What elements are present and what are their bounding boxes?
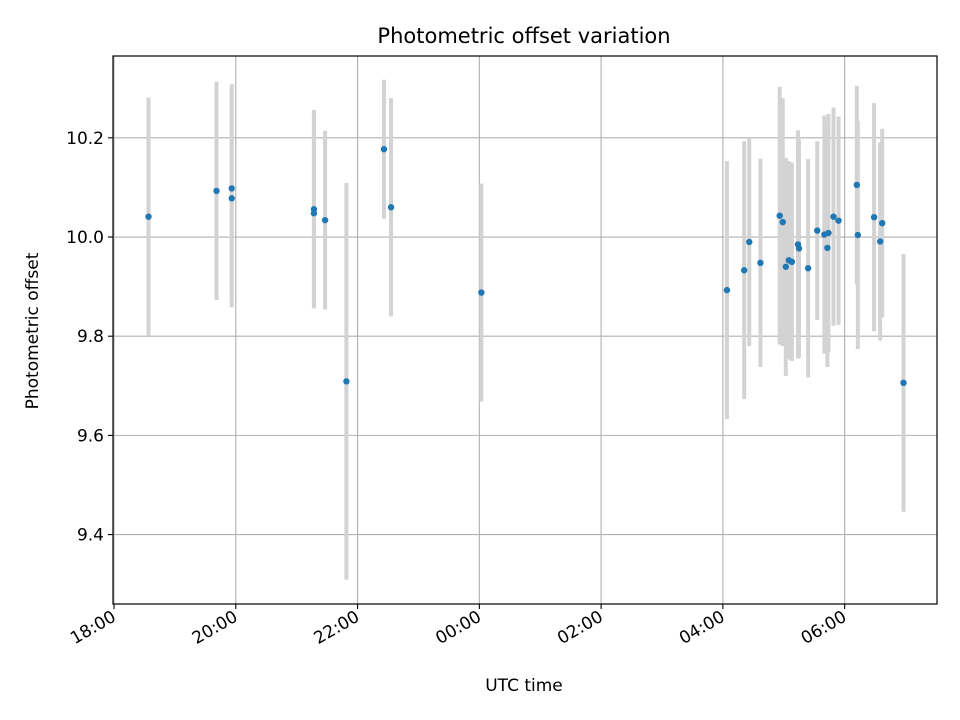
data-point — [776, 212, 783, 219]
y-ticks: 9.4 9.6 9.8 10.0 10.2 — [66, 129, 113, 546]
data-point — [145, 213, 152, 220]
data-point — [757, 259, 764, 267]
x-tick-label: 06:00 — [798, 607, 850, 649]
data-point — [870, 213, 878, 221]
data-point — [310, 210, 318, 217]
x-axis-label: UTC time — [485, 676, 563, 696]
data-point — [321, 216, 329, 224]
y-axis-label: Photometric offset — [23, 252, 43, 409]
data-point — [779, 218, 786, 226]
y-tick-label: 9.6 — [77, 426, 104, 446]
data-point — [804, 265, 812, 272]
data-point — [343, 378, 350, 385]
plot-frame — [112, 55, 938, 605]
data-point — [723, 286, 731, 294]
data-point — [879, 219, 886, 227]
x-tick-label: 02:00 — [554, 607, 606, 649]
y-tick-label: 10.2 — [66, 129, 104, 149]
x-tick-label: 22:00 — [311, 607, 363, 649]
data-point — [213, 187, 220, 195]
data-point — [854, 231, 862, 239]
y-tick-label: 10.0 — [66, 228, 104, 248]
data-point — [824, 244, 831, 252]
x-tick-label: 20:00 — [189, 607, 241, 649]
point-layer — [145, 146, 907, 387]
data-point — [478, 289, 485, 296]
y-tick-label: 9.4 — [77, 526, 104, 546]
data-point — [380, 146, 388, 153]
data-point — [228, 185, 235, 192]
data-point — [746, 238, 753, 246]
chart-title: Photometric offset variation — [377, 24, 670, 48]
data-point — [740, 267, 748, 274]
data-point — [825, 229, 832, 237]
data-point — [830, 213, 837, 220]
data-point — [228, 195, 235, 202]
data-point — [782, 263, 789, 270]
data-point — [387, 204, 395, 211]
data-point — [795, 245, 803, 252]
x-tick-label: 04:00 — [676, 607, 728, 649]
grid-layer — [113, 56, 937, 604]
data-point — [788, 258, 796, 266]
data-point — [900, 379, 907, 387]
x-ticks: 18:00 20:00 22:00 00:00 02:00 04:00 06:00 — [67, 604, 850, 649]
y-tick-label: 9.8 — [77, 327, 104, 347]
errorbar-layer — [146, 79, 906, 580]
data-point — [876, 238, 884, 245]
x-tick-label: 18:00 — [67, 607, 119, 649]
data-point — [853, 181, 861, 189]
x-tick-label: 00:00 — [432, 607, 484, 649]
data-point — [835, 217, 842, 224]
data-point — [814, 227, 821, 234]
